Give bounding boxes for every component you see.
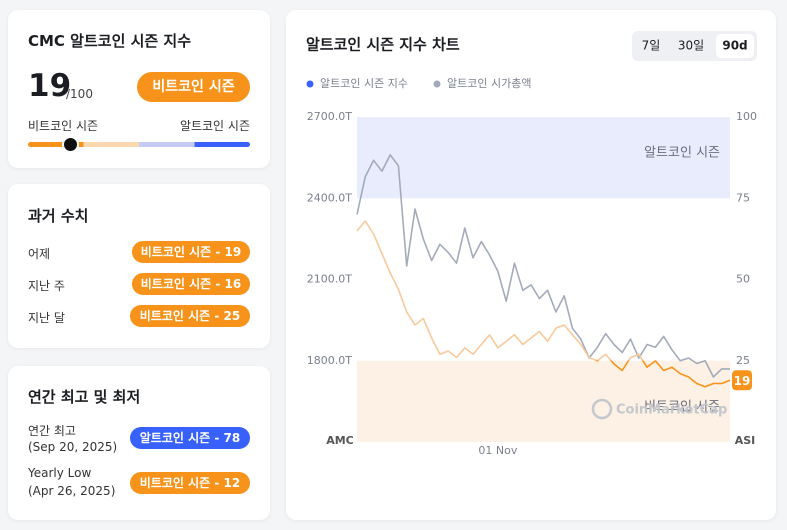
- legend-label: 알트코인 시즌 지수: [320, 76, 408, 90]
- row-badge: 비트코인 시즌 - 16: [132, 273, 250, 295]
- series-line: [356, 220, 731, 388]
- index-card: CMC 알트코인 시즌 지수 19 /100 비트코인 시즌 비트코인 시즌 알…: [8, 10, 270, 168]
- legend-label: 알트코인 시가총액: [447, 76, 531, 90]
- y-tick-label: 2700.0T: [307, 110, 352, 123]
- range-button[interactable]: [716, 34, 754, 58]
- x-tick-label: 01 Nov: [478, 444, 517, 457]
- y2-axis-label: ASI: [735, 434, 756, 447]
- end-badge: [732, 370, 752, 391]
- extremes-card: 연간 최고 및 최저 연간 최고 (Sep 20, 2025) 알트코인 시즌 …: [8, 366, 270, 520]
- index-max: /100: [66, 87, 93, 101]
- row-badge: 알트코인 시즌 - 78: [130, 427, 250, 449]
- range-button-label[interactable]: 7일: [642, 39, 661, 53]
- y-tick-label: 1800.0T: [307, 354, 352, 367]
- chart: 알트코인 시즌 지수 차트 7일 30일 90d 알트코인 시즌 지수 알트코인 시가총…: [306, 31, 757, 457]
- zone-label: 알트코인 시즌: [644, 146, 720, 161]
- zone-label: 비트코인 시즌: [644, 400, 720, 415]
- row-label: 연간 최고: [28, 424, 76, 438]
- index-value: 19: [28, 68, 72, 104]
- watermark: CoinMarketCap: [616, 403, 727, 418]
- zone-band: [357, 360, 730, 442]
- slider-right-label: 알트코인 시즌: [179, 119, 250, 133]
- chart-card: 알트코인 시즌 지수 차트 7일 30일 90d 알트코인 시즌 지수 알트코인 시가총…: [286, 10, 776, 520]
- row-label: 지난 달: [28, 311, 65, 325]
- y2-tick-label: 50: [736, 273, 750, 286]
- season-badge: 비트코인 시즌: [137, 72, 250, 102]
- legend-dot: [433, 80, 441, 88]
- y-tick-label: 2100.0T: [307, 273, 352, 286]
- y-tick-label: 2400.0T: [307, 191, 352, 204]
- card-title: 연간 최고 및 최저: [28, 388, 141, 406]
- range-button-label[interactable]: 90d: [722, 39, 747, 53]
- row-badge: 비트코인 시즌 - 12: [130, 472, 250, 494]
- watermark-logo: [591, 398, 613, 420]
- card-title: 과거 수치: [28, 207, 89, 225]
- range-button-label[interactable]: 30일: [678, 39, 704, 53]
- row-label: 어제: [28, 247, 51, 261]
- y2-tick-label: 100: [736, 110, 757, 123]
- row-label: 지난 주: [28, 279, 65, 293]
- slider-left-label: 비트코인 시즌: [28, 119, 99, 133]
- series-line: [356, 154, 730, 378]
- y2-tick-label: 75: [736, 191, 750, 204]
- end-badge-label: 19: [734, 374, 751, 388]
- slider-knob: [62, 136, 80, 153]
- y2-tick-label: 25: [736, 354, 750, 367]
- chart-title: 알트코인 시즌 지수 차트: [306, 36, 460, 54]
- row-badge: 비트코인 시즌 - 19: [132, 241, 250, 263]
- y-axis-label: AMC: [326, 434, 354, 447]
- row-date: (Sep 20, 2025): [28, 440, 118, 454]
- row-badge: 비트코인 시즌 - 25: [130, 305, 250, 327]
- row-date: (Apr 26, 2025): [28, 484, 116, 498]
- card-title: CMC 알트코인 시즌 지수: [28, 32, 192, 50]
- row-label: Yearly Low: [28, 466, 92, 480]
- legend-dot: [306, 80, 314, 88]
- zone-band: [357, 117, 730, 199]
- slider: [28, 136, 250, 153]
- history-card: 과거 수치 어제 비트코인 시즌 - 19 지난 주 비트코인 시즌 - 16 …: [8, 184, 270, 348]
